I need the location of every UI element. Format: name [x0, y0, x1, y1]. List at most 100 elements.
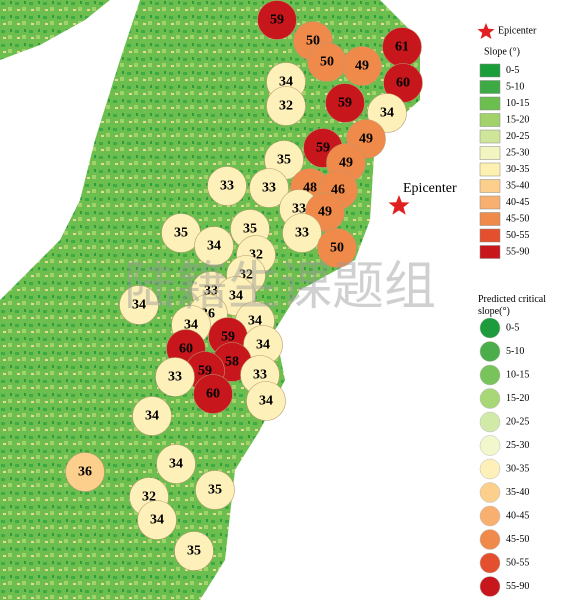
legend-label: 35-40	[506, 487, 529, 498]
legend-label: 15-20	[506, 393, 529, 404]
site-label: 49	[359, 132, 373, 147]
legend-label: 55-90	[506, 581, 529, 592]
site-label: 34	[279, 75, 293, 90]
site-label: 59	[316, 141, 330, 156]
site-label: 34	[380, 106, 394, 121]
site-circle	[119, 285, 159, 325]
site-label: 33	[168, 370, 182, 385]
legend-label: 40-45	[506, 511, 529, 522]
legend-star	[477, 23, 495, 39]
site-circle	[342, 46, 382, 86]
legend-swatch	[479, 458, 501, 480]
site-label: 59	[270, 13, 284, 28]
site-circle	[174, 531, 214, 571]
epicenter-marker	[388, 195, 410, 215]
site-label: 34	[150, 513, 164, 528]
site-label: 49	[339, 156, 353, 171]
site-label: 32	[279, 99, 293, 114]
site-circle	[317, 228, 357, 268]
watermark: 陆籍生课题组	[124, 257, 436, 317]
legend-swatch	[479, 341, 501, 362]
site-label: 58	[225, 355, 239, 370]
site-label: 34	[184, 318, 198, 333]
site-label: 33	[262, 181, 276, 196]
legend-swatch	[479, 212, 501, 226]
site-label: 34	[256, 338, 270, 353]
site-label: 49	[355, 59, 369, 74]
site-label: 50	[306, 34, 320, 49]
legend-swatch	[479, 482, 501, 503]
legend-swatch	[479, 576, 501, 597]
legend: Epicenter Slope (°) 0-5 5-10 10-15 15-20 20-…	[477, 23, 537, 597]
legend-swatch	[479, 179, 501, 193]
site-label: 33	[253, 368, 267, 383]
legend-label: 50-55	[506, 558, 529, 569]
legend-label: 30-35	[506, 464, 529, 475]
site-label: 59	[338, 96, 352, 111]
site-circle	[257, 0, 297, 40]
legend-label: 25-30	[506, 440, 529, 451]
site-circle	[249, 168, 289, 208]
legend-label: 25-30	[506, 148, 529, 159]
site-label: 35	[187, 544, 201, 559]
site-circle	[155, 357, 195, 397]
legend-swatch	[479, 113, 501, 127]
site-label: 60	[179, 342, 193, 357]
legend-label: 40-45	[506, 197, 529, 208]
legend-label: 10-15	[506, 370, 529, 381]
legend-label: 45-50	[506, 214, 529, 225]
site-circle	[194, 226, 234, 266]
site-circle	[195, 470, 235, 510]
site-label: 36	[78, 465, 92, 480]
epicenter-label: Epicenter	[403, 181, 457, 196]
site-circle	[266, 86, 306, 126]
legend-label: 5-10	[506, 346, 524, 357]
legend-swatch	[479, 317, 501, 339]
legend-swatch	[479, 388, 501, 409]
legend-swatch	[479, 96, 501, 111]
legend-label: 10-15	[506, 98, 529, 109]
site-circle	[207, 166, 247, 206]
legend-label: 20-25	[506, 131, 529, 142]
site-label: 35	[174, 226, 188, 241]
legend-swatch	[479, 146, 501, 160]
legend-swatch	[479, 245, 501, 259]
site-circle	[156, 444, 196, 484]
legend-epicenter: Epicenter	[498, 26, 537, 37]
site-label: 34	[169, 457, 183, 472]
site-label: 60	[396, 76, 410, 91]
site-label: 50	[320, 55, 334, 70]
site-label: 34	[207, 239, 221, 254]
site-label: 34	[248, 314, 262, 329]
site-circle	[65, 452, 105, 492]
legend-label: 0-5	[506, 65, 519, 76]
site-circle	[282, 213, 322, 253]
site-label: 33	[295, 226, 309, 241]
legend-title: Slope (°)	[484, 47, 520, 58]
legend-label: 45-50	[506, 534, 529, 545]
site-label: 34	[259, 394, 273, 409]
legend-swatch	[479, 505, 501, 527]
site-circle	[325, 83, 365, 123]
sea	[0, 0, 140, 300]
legend-swatch	[479, 162, 501, 177]
legend-swatch	[479, 529, 501, 550]
legend-swatch	[479, 411, 501, 433]
site-label: 35	[277, 153, 291, 168]
legend-label: 5-10	[506, 82, 524, 93]
legend-swatch	[479, 552, 501, 574]
site-label: 50	[330, 241, 344, 256]
site-label: 34	[132, 298, 146, 313]
site-label: 60	[206, 387, 220, 402]
site-circle	[137, 500, 177, 540]
legend-swatch	[479, 228, 501, 243]
legend-label: 0-5	[506, 323, 519, 334]
legend-title: Predicted critical slope(°)	[478, 294, 547, 317]
site-circle	[193, 374, 233, 414]
legend-swatch	[479, 80, 501, 94]
site-label: 46	[331, 183, 345, 198]
legend-label: 30-35	[506, 164, 529, 175]
legend-label: 35-40	[506, 181, 529, 192]
